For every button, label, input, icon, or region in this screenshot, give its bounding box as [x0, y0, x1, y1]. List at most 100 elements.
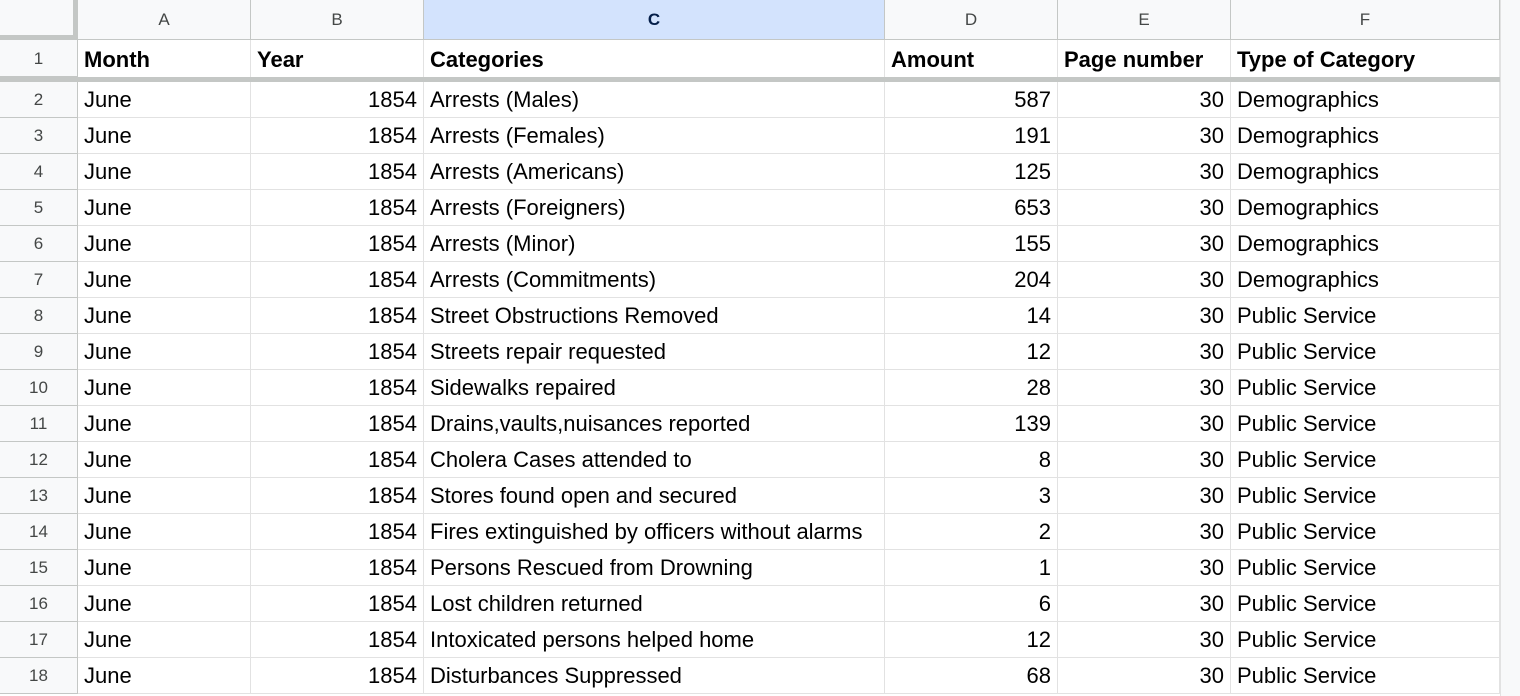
cell-c17[interactable]: Intoxicated persons helped home [424, 622, 885, 658]
row-header-1[interactable]: 1 [0, 40, 78, 77]
cell-d12[interactable]: 8 [885, 442, 1058, 478]
cell-d15[interactable]: 1 [885, 550, 1058, 586]
cell-f5[interactable]: Demographics [1231, 190, 1500, 226]
cell-d14[interactable]: 2 [885, 514, 1058, 550]
cell-c13[interactable]: Stores found open and secured [424, 478, 885, 514]
cell-e18[interactable]: 30 [1058, 658, 1231, 694]
row-header-13[interactable]: 13 [0, 478, 78, 514]
cell-a17[interactable]: June [78, 622, 251, 658]
cell-b6[interactable]: 1854 [251, 226, 424, 262]
header-cell-c[interactable]: Categories [424, 40, 885, 82]
cell-d13[interactable]: 3 [885, 478, 1058, 514]
header-cell-d[interactable]: Amount [885, 40, 1058, 82]
row-header-8[interactable]: 8 [0, 298, 78, 334]
cell-f16[interactable]: Public Service [1231, 586, 1500, 622]
cell-c5[interactable]: Arrests (Foreigners) [424, 190, 885, 226]
cell-b18[interactable]: 1854 [251, 658, 424, 694]
cell-c11[interactable]: Drains,vaults,nuisances reported [424, 406, 885, 442]
row-header-14[interactable]: 14 [0, 514, 78, 550]
row-header-10[interactable]: 10 [0, 370, 78, 406]
row-header-3[interactable]: 3 [0, 118, 78, 154]
cell-e3[interactable]: 30 [1058, 118, 1231, 154]
cell-c12[interactable]: Cholera Cases attended to [424, 442, 885, 478]
cell-c14[interactable]: Fires extinguished by officers without a… [424, 514, 885, 550]
cell-e2[interactable]: 30 [1058, 82, 1231, 118]
cell-b14[interactable]: 1854 [251, 514, 424, 550]
cell-f6[interactable]: Demographics [1231, 226, 1500, 262]
cell-b3[interactable]: 1854 [251, 118, 424, 154]
cell-d3[interactable]: 191 [885, 118, 1058, 154]
row-header-17[interactable]: 17 [0, 622, 78, 658]
cell-d7[interactable]: 204 [885, 262, 1058, 298]
cell-e17[interactable]: 30 [1058, 622, 1231, 658]
cell-a5[interactable]: June [78, 190, 251, 226]
cell-a4[interactable]: June [78, 154, 251, 190]
row-header-2[interactable]: 2 [0, 82, 78, 118]
cell-e15[interactable]: 30 [1058, 550, 1231, 586]
cell-b9[interactable]: 1854 [251, 334, 424, 370]
cell-e11[interactable]: 30 [1058, 406, 1231, 442]
cell-f14[interactable]: Public Service [1231, 514, 1500, 550]
column-header-f[interactable]: F [1231, 0, 1500, 40]
cell-a6[interactable]: June [78, 226, 251, 262]
cell-e16[interactable]: 30 [1058, 586, 1231, 622]
cell-a8[interactable]: June [78, 298, 251, 334]
cell-d4[interactable]: 125 [885, 154, 1058, 190]
cell-a2[interactable]: June [78, 82, 251, 118]
row-header-9[interactable]: 9 [0, 334, 78, 370]
cell-c2[interactable]: Arrests (Males) [424, 82, 885, 118]
header-cell-e[interactable]: Page number [1058, 40, 1231, 82]
cell-b5[interactable]: 1854 [251, 190, 424, 226]
cell-c4[interactable]: Arrests (Americans) [424, 154, 885, 190]
cell-d5[interactable]: 653 [885, 190, 1058, 226]
header-cell-f[interactable]: Type of Category [1231, 40, 1500, 82]
row-header-12[interactable]: 12 [0, 442, 78, 478]
cell-f7[interactable]: Demographics [1231, 262, 1500, 298]
frozen-row-divider[interactable] [0, 77, 1500, 82]
cell-b17[interactable]: 1854 [251, 622, 424, 658]
cell-d11[interactable]: 139 [885, 406, 1058, 442]
column-header-e[interactable]: E [1058, 0, 1231, 40]
cell-c7[interactable]: Arrests (Commitments) [424, 262, 885, 298]
cell-f13[interactable]: Public Service [1231, 478, 1500, 514]
cell-e10[interactable]: 30 [1058, 370, 1231, 406]
vertical-scrollbar-track[interactable] [1500, 0, 1520, 696]
cell-e9[interactable]: 30 [1058, 334, 1231, 370]
row-header-11[interactable]: 11 [0, 406, 78, 442]
column-header-a[interactable]: A [78, 0, 251, 40]
cell-c9[interactable]: Streets repair requested [424, 334, 885, 370]
cell-a7[interactable]: June [78, 262, 251, 298]
cell-e7[interactable]: 30 [1058, 262, 1231, 298]
header-cell-a[interactable]: Month [78, 40, 251, 82]
cell-f9[interactable]: Public Service [1231, 334, 1500, 370]
cell-b2[interactable]: 1854 [251, 82, 424, 118]
row-header-16[interactable]: 16 [0, 586, 78, 622]
cell-c15[interactable]: Persons Rescued from Drowning [424, 550, 885, 586]
column-header-c[interactable]: C [424, 0, 885, 40]
cell-e13[interactable]: 30 [1058, 478, 1231, 514]
row-header-6[interactable]: 6 [0, 226, 78, 262]
cell-a15[interactable]: June [78, 550, 251, 586]
cell-f12[interactable]: Public Service [1231, 442, 1500, 478]
row-header-15[interactable]: 15 [0, 550, 78, 586]
cell-a11[interactable]: June [78, 406, 251, 442]
cell-e4[interactable]: 30 [1058, 154, 1231, 190]
row-header-4[interactable]: 4 [0, 154, 78, 190]
select-all-corner[interactable] [0, 0, 78, 40]
cell-b16[interactable]: 1854 [251, 586, 424, 622]
header-cell-b[interactable]: Year [251, 40, 424, 82]
cell-d8[interactable]: 14 [885, 298, 1058, 334]
cell-b15[interactable]: 1854 [251, 550, 424, 586]
cell-a16[interactable]: June [78, 586, 251, 622]
cell-f18[interactable]: Public Service [1231, 658, 1500, 694]
cell-b4[interactable]: 1854 [251, 154, 424, 190]
cell-a13[interactable]: June [78, 478, 251, 514]
row-header-7[interactable]: 7 [0, 262, 78, 298]
cell-f8[interactable]: Public Service [1231, 298, 1500, 334]
cell-f4[interactable]: Demographics [1231, 154, 1500, 190]
cell-e8[interactable]: 30 [1058, 298, 1231, 334]
cell-d9[interactable]: 12 [885, 334, 1058, 370]
cell-b8[interactable]: 1854 [251, 298, 424, 334]
cell-e5[interactable]: 30 [1058, 190, 1231, 226]
cell-d16[interactable]: 6 [885, 586, 1058, 622]
